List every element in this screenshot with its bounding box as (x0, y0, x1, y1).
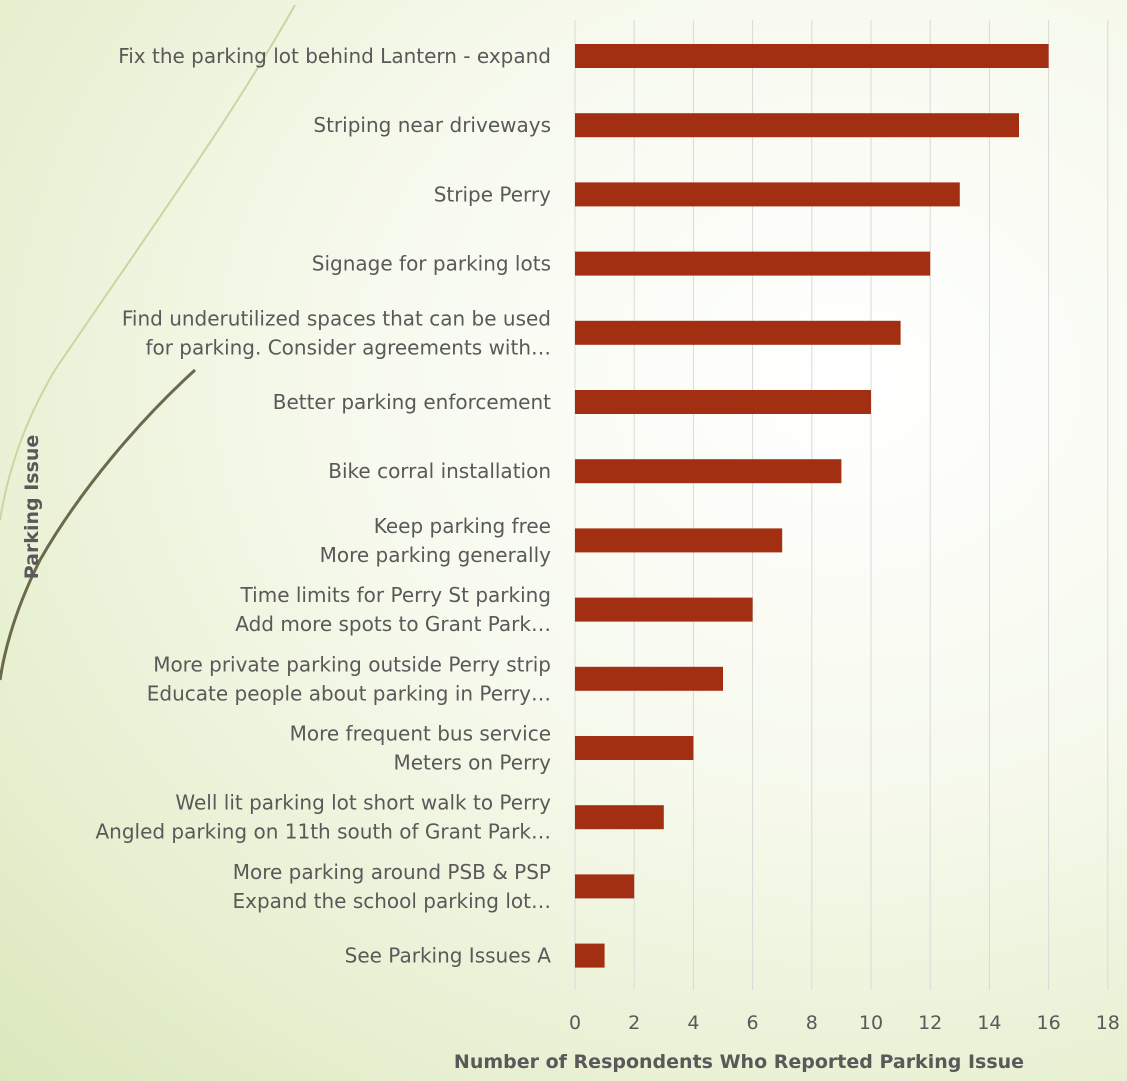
bar (575, 251, 931, 276)
category-label: More frequent bus service (290, 722, 551, 746)
category-label: Signage for parking lots (312, 252, 551, 276)
x-tick-label: 12 (918, 1012, 942, 1034)
x-tick-label: 2 (628, 1012, 640, 1034)
bars (575, 44, 1049, 968)
bar (575, 459, 842, 484)
category-label: More parking generally (320, 543, 552, 567)
x-tick-label: 18 (1096, 1012, 1120, 1034)
category-label: Educate people about parking in Perry… (147, 681, 551, 705)
bar (575, 44, 1049, 68)
category-label: Better parking enforcement (273, 390, 551, 414)
bar (575, 805, 664, 830)
category-label: More private parking outside Perry strip (153, 652, 551, 676)
category-label: Add more spots to Grant Park… (235, 612, 551, 636)
category-label: Time limits for Perry St parking (240, 583, 551, 607)
decorative-swoosh (0, 4, 296, 681)
bar (575, 943, 605, 968)
y-axis-title: Parking Issue (21, 435, 43, 580)
gridlines (574, 20, 1109, 990)
bar (575, 113, 1019, 138)
category-label: Striping near driveways (313, 113, 551, 137)
bar (575, 597, 753, 622)
category-label: See Parking Issues A (345, 944, 552, 968)
category-label: Meters on Perry (393, 751, 551, 775)
category-label: Stripe Perry (434, 182, 551, 206)
category-label: for parking. Consider agreements with… (145, 335, 551, 359)
bar (575, 874, 635, 899)
category-label: Well lit parking lot short walk to Perry (175, 791, 551, 815)
category-label: More parking around PSB & PSP (233, 860, 551, 884)
x-tick-label: 10 (859, 1012, 883, 1034)
x-tick-label: 4 (687, 1012, 699, 1034)
bar (575, 320, 901, 345)
bar (575, 736, 694, 760)
x-axis-title: Number of Respondents Who Reported Parki… (454, 1051, 1024, 1073)
x-tick-label: 14 (977, 1012, 1001, 1034)
category-labels: Fix the parking lot behind Lantern - exp… (95, 44, 551, 968)
category-label: Expand the school parking lot… (233, 889, 552, 913)
category-label: Angled parking on 11th south of Grant Pa… (95, 820, 551, 844)
x-tick-label: 6 (747, 1012, 759, 1034)
x-tick-label: 16 (1037, 1012, 1061, 1034)
x-tick-labels: 0 2 4 6 8 10 12 14 16 18 (569, 1012, 1120, 1034)
bar (575, 390, 871, 414)
category-label: Fix the parking lot behind Lantern - exp… (118, 44, 551, 68)
category-label: Bike corral installation (328, 459, 551, 483)
category-label: Keep parking free (374, 514, 551, 538)
bar (575, 528, 783, 553)
x-tick-label: 8 (806, 1012, 818, 1034)
bar (575, 182, 960, 207)
x-tick-label: 0 (569, 1012, 581, 1034)
category-label: Find underutilized spaces that can be us… (122, 306, 551, 330)
bar (575, 666, 723, 691)
